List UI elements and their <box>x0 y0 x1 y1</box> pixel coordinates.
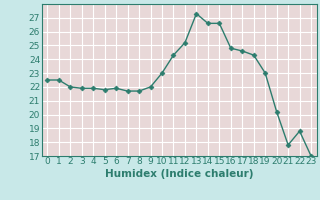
X-axis label: Humidex (Indice chaleur): Humidex (Indice chaleur) <box>105 169 253 179</box>
